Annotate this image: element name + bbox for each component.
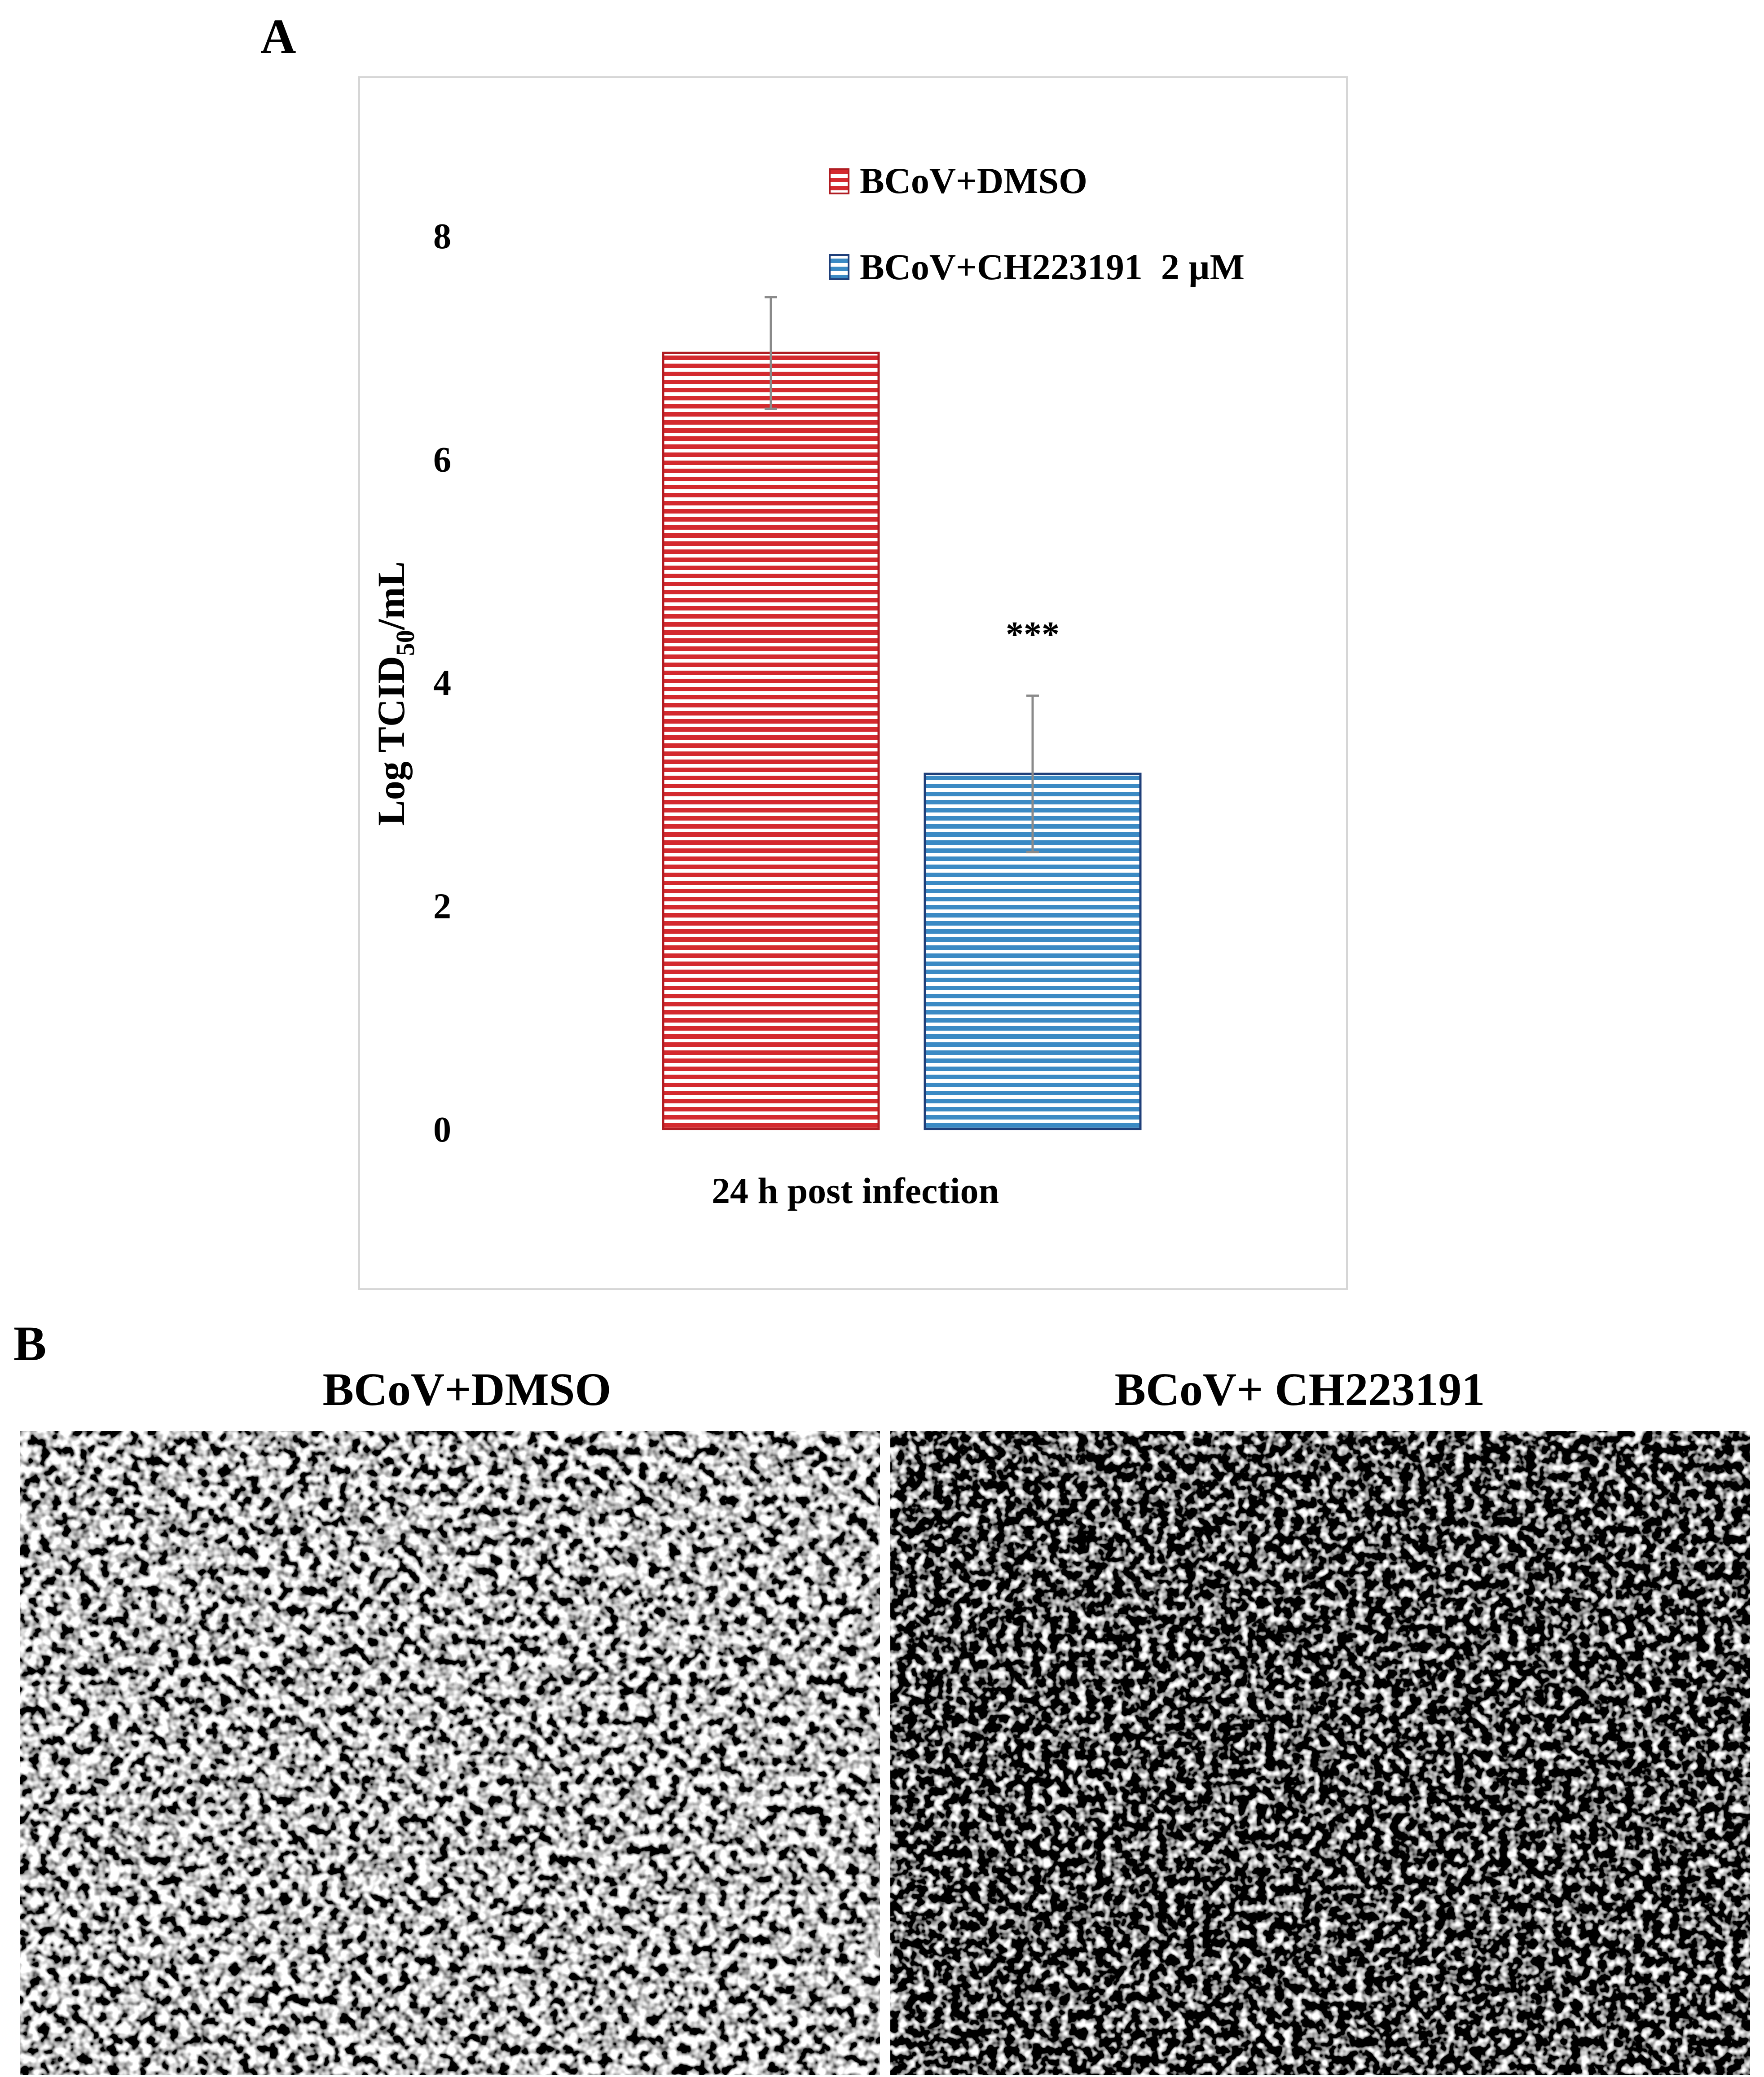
legend-swatch-ch223191 — [829, 254, 849, 280]
y-tick-label: 4 — [433, 663, 451, 703]
y-tick-label: 2 — [433, 887, 451, 927]
y-axis-label: Log TCID50/mL — [370, 561, 420, 826]
y-tick-label: 6 — [433, 440, 451, 480]
legend-swatch-dmso — [829, 168, 849, 194]
micrograph-title-dmso: BCoV+DMSO — [323, 1364, 611, 1415]
error-bars — [765, 296, 1039, 853]
y-axis-ticks: 0 2 4 6 8 — [433, 217, 451, 1150]
micrograph-title-ch223191: BCoV+ CH223191 — [1115, 1364, 1485, 1415]
y-tick-label: 0 — [433, 1110, 451, 1150]
chart-frame — [358, 76, 1348, 1290]
micrograph-dmso — [20, 1431, 880, 2075]
significance-label: *** — [1006, 615, 1060, 654]
micrograph-ch223191 — [890, 1431, 1750, 2075]
x-axis-label: 24 h post infection — [712, 1170, 999, 1211]
panel-a-letter: A — [260, 9, 296, 64]
bars — [662, 351, 1142, 1130]
bar-dmso — [662, 351, 880, 1130]
legend-label-dmso: BCoV+DMSO — [860, 160, 1087, 201]
panel-b-letter: B — [13, 1316, 46, 1371]
legend-label-ch223191: BCoV+CH223191 2 µM — [860, 246, 1245, 287]
y-tick-label: 8 — [433, 217, 451, 256]
